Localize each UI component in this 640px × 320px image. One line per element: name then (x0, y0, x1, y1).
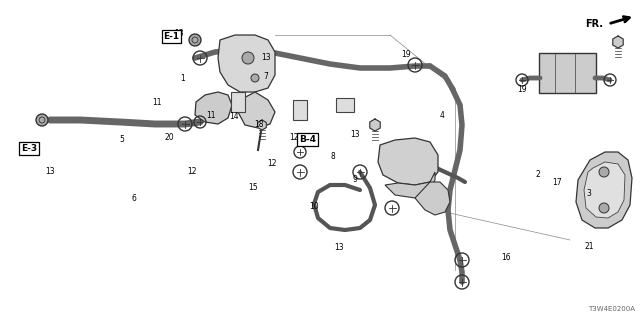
Text: 18: 18 (255, 120, 264, 129)
Text: 11: 11 (207, 111, 216, 120)
Polygon shape (584, 162, 625, 218)
Text: 11: 11 (152, 98, 161, 107)
Circle shape (242, 52, 254, 64)
FancyBboxPatch shape (539, 53, 596, 93)
Text: 6: 6 (132, 194, 137, 203)
Text: 7: 7 (263, 72, 268, 81)
Text: E-3: E-3 (20, 144, 37, 153)
Circle shape (251, 74, 259, 82)
Text: FR.: FR. (585, 19, 603, 29)
Text: 5: 5 (119, 135, 124, 144)
Text: T3W4E0200A: T3W4E0200A (588, 306, 635, 312)
Polygon shape (576, 152, 632, 228)
Text: 9: 9 (353, 175, 358, 184)
Text: 12: 12 (268, 159, 276, 168)
Polygon shape (195, 92, 232, 124)
Text: 4: 4 (439, 111, 444, 120)
Polygon shape (218, 35, 275, 92)
Text: E-1: E-1 (163, 32, 180, 41)
Circle shape (189, 34, 201, 46)
Text: 12: 12 (290, 133, 299, 142)
Text: 12: 12 (188, 167, 196, 176)
Text: 13: 13 (350, 130, 360, 139)
Text: 19: 19 (401, 50, 412, 59)
Circle shape (36, 114, 48, 126)
Text: B-4: B-4 (299, 135, 316, 144)
Text: 2: 2 (535, 170, 540, 179)
Text: 21: 21 (584, 242, 593, 251)
Text: 10: 10 (308, 202, 319, 211)
Polygon shape (370, 119, 380, 131)
Bar (293, 100, 307, 120)
Text: 8: 8 (330, 152, 335, 161)
Text: 13: 13 (260, 53, 271, 62)
Text: 13: 13 (45, 167, 55, 176)
Polygon shape (258, 120, 266, 130)
Bar (336, 98, 354, 112)
Circle shape (599, 167, 609, 177)
Text: 19: 19 (516, 85, 527, 94)
Circle shape (599, 203, 609, 213)
Text: 3: 3 (586, 189, 591, 198)
Polygon shape (238, 92, 275, 128)
Text: 16: 16 (500, 253, 511, 262)
Polygon shape (378, 138, 438, 185)
Text: 13: 13 (334, 244, 344, 252)
Polygon shape (385, 172, 435, 198)
Polygon shape (613, 36, 623, 48)
Text: 1: 1 (180, 74, 185, 83)
Polygon shape (415, 182, 450, 215)
Text: 15: 15 (248, 183, 258, 192)
Text: 17: 17 (552, 178, 562, 187)
Text: 14: 14 (228, 112, 239, 121)
Bar (231, 92, 245, 112)
Text: 20: 20 (164, 133, 175, 142)
Text: 13: 13 (174, 29, 184, 38)
